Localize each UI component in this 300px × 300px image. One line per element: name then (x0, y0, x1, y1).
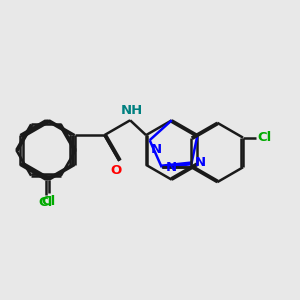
Text: N: N (195, 156, 206, 169)
Text: N: N (151, 143, 162, 156)
Text: Cl: Cl (42, 195, 56, 208)
Text: N: N (165, 161, 176, 174)
Text: O: O (111, 164, 122, 177)
Text: NH: NH (121, 104, 143, 117)
Text: Cl: Cl (39, 196, 53, 209)
Text: Cl: Cl (258, 131, 272, 144)
